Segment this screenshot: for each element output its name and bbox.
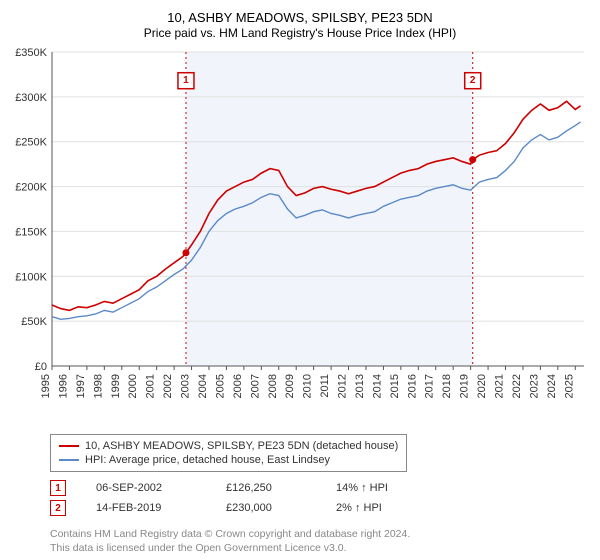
svg-text:£300K: £300K [15, 92, 47, 104]
license-line-2: This data is licensed under the Open Gov… [50, 542, 590, 556]
legend: 10, ASHBY MEADOWS, SPILSBY, PE23 5DN (de… [50, 434, 407, 472]
svg-text:2005: 2005 [214, 374, 226, 398]
marker-date: 14-FEB-2019 [96, 502, 196, 514]
marker-price: £230,000 [226, 502, 306, 514]
svg-text:2013: 2013 [354, 374, 366, 398]
marker-price: £126,250 [226, 482, 306, 494]
license-text: Contains HM Land Registry data © Crown c… [50, 528, 590, 555]
svg-text:2011: 2011 [319, 374, 331, 398]
svg-text:£350K: £350K [15, 47, 47, 59]
legend-label: 10, ASHBY MEADOWS, SPILSBY, PE23 5DN (de… [85, 440, 398, 452]
svg-text:£200K: £200K [15, 182, 47, 194]
svg-text:2021: 2021 [494, 374, 506, 398]
svg-text:2023: 2023 [528, 374, 540, 398]
chart-container: 10, ASHBY MEADOWS, SPILSBY, PE23 5DN Pri… [0, 0, 600, 555]
svg-text:2004: 2004 [197, 374, 209, 398]
chart-plot-area: £0 £50K £100K £150K £200K £250K £300K £350K 1995… [10, 46, 590, 426]
svg-text:2010: 2010 [302, 374, 314, 398]
legend-swatch [59, 459, 79, 461]
chart-svg: £0 £50K £100K £150K £200K £250K £300K £350K 1995… [10, 46, 590, 426]
chart-subtitle: Price paid vs. HM Land Registry's House … [10, 26, 590, 40]
marker-delta: 2% ↑ HPI [336, 502, 382, 514]
svg-text:2006: 2006 [232, 374, 244, 398]
svg-text:2016: 2016 [406, 374, 418, 398]
svg-text:£50K: £50K [21, 316, 47, 328]
marker-delta: 14% ↑ HPI [336, 482, 388, 494]
svg-text:2014: 2014 [371, 374, 383, 398]
svg-text:1996: 1996 [57, 374, 69, 398]
svg-text:2022: 2022 [511, 374, 523, 398]
marker-row: 2 14-FEB-2019 £230,000 2% ↑ HPI [50, 498, 590, 518]
svg-text:2001: 2001 [145, 374, 157, 398]
svg-text:2: 2 [470, 75, 476, 86]
svg-text:1997: 1997 [75, 374, 87, 398]
marker-badge: 2 [50, 500, 66, 516]
svg-text:2025: 2025 [563, 374, 575, 398]
svg-text:£100K: £100K [15, 271, 47, 283]
svg-text:2020: 2020 [476, 374, 488, 398]
marker-date: 06-SEP-2002 [96, 482, 196, 494]
svg-text:£150K: £150K [15, 226, 47, 238]
marker-badge: 1 [50, 480, 66, 496]
svg-text:1998: 1998 [92, 374, 104, 398]
legend-swatch [59, 445, 79, 447]
svg-text:2024: 2024 [546, 374, 558, 398]
svg-text:2012: 2012 [337, 374, 349, 398]
svg-text:2007: 2007 [249, 374, 261, 398]
legend-label: HPI: Average price, detached house, East… [85, 454, 330, 466]
svg-text:2017: 2017 [424, 374, 436, 398]
license-line-1: Contains HM Land Registry data © Crown c… [50, 528, 590, 542]
svg-text:2008: 2008 [267, 374, 279, 398]
legend-item: 10, ASHBY MEADOWS, SPILSBY, PE23 5DN (de… [59, 439, 398, 453]
svg-text:1: 1 [183, 75, 189, 86]
svg-text:£250K: £250K [15, 137, 47, 149]
svg-text:2003: 2003 [180, 374, 192, 398]
svg-text:2009: 2009 [284, 374, 296, 398]
svg-text:2019: 2019 [459, 374, 471, 398]
svg-text:2002: 2002 [162, 374, 174, 398]
svg-text:£0: £0 [35, 361, 47, 373]
svg-text:1999: 1999 [110, 374, 122, 398]
svg-text:2018: 2018 [441, 374, 453, 398]
legend-item: HPI: Average price, detached house, East… [59, 453, 398, 467]
svg-text:1995: 1995 [40, 374, 52, 398]
svg-text:2000: 2000 [127, 374, 139, 398]
marker-table: 1 06-SEP-2002 £126,250 14% ↑ HPI 2 14-FEB-201… [50, 478, 590, 518]
marker-row: 1 06-SEP-2002 £126,250 14% ↑ HPI [50, 478, 590, 498]
svg-text:2015: 2015 [389, 374, 401, 398]
chart-title: 10, ASHBY MEADOWS, SPILSBY, PE23 5DN [10, 10, 590, 25]
